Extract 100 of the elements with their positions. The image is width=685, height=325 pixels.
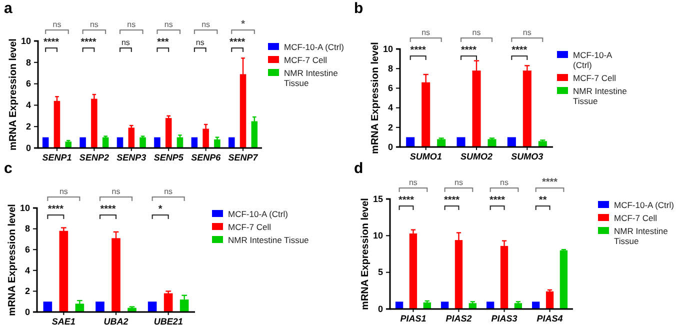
annotation: **** — [490, 195, 506, 206]
text: ns — [127, 20, 136, 29]
annotation: **** — [43, 37, 60, 48]
annotation: ** — [538, 195, 547, 206]
y-axis-title: mRNA Expression level — [360, 198, 371, 310]
y-axis-title: mRNA Expression level — [370, 42, 381, 154]
legend-label: MCF-10-A (Ctrl) — [573, 50, 613, 70]
legend-label: MCF-10-A (Ctrl) — [614, 200, 674, 210]
y-tick-label: 10 — [372, 230, 383, 241]
bar — [65, 142, 72, 148]
y-tick-label: 8 — [388, 63, 393, 74]
legend-label: MCF-7 Cell — [573, 73, 616, 83]
bar — [507, 137, 516, 147]
legend-label: MCF-7 Cell — [228, 222, 272, 232]
bar — [486, 302, 494, 309]
y-tick-label: 2 — [388, 122, 393, 132]
bar — [214, 139, 220, 148]
bar — [164, 293, 173, 312]
text: ns — [522, 28, 532, 37]
bar — [59, 230, 68, 312]
text: ns — [112, 187, 120, 196]
bar — [140, 137, 146, 148]
bar — [560, 250, 568, 309]
bar — [116, 137, 124, 148]
bar — [437, 139, 446, 147]
y-axis-title: mRNA Expression level — [7, 204, 18, 316]
annotation: **** — [444, 195, 460, 206]
bar — [546, 291, 554, 309]
annotation: **** — [398, 195, 414, 206]
annotation: ns — [196, 38, 204, 47]
text: * — [241, 19, 246, 30]
y-tick-label: 0 — [24, 306, 30, 317]
x-tick-label: PIAS3 — [491, 313, 518, 324]
bar — [202, 128, 209, 148]
annotation: ns — [121, 38, 130, 47]
bar — [395, 302, 404, 309]
bar — [532, 302, 540, 309]
x-tick-label: UBE21 — [154, 316, 183, 325]
annotation: **** — [512, 45, 528, 56]
bar — [154, 137, 160, 148]
chart-title: b — [354, 0, 364, 17]
text: ns — [454, 178, 463, 187]
y-tick-label: 2 — [26, 121, 31, 132]
annotation: *** — [157, 37, 169, 48]
x-tick-label: SENP7 — [228, 152, 259, 162]
bar — [128, 128, 135, 148]
annotation: **** — [48, 204, 64, 215]
legend-label: MCF-10-A (Ctrl) — [228, 209, 288, 219]
text: ns — [164, 187, 173, 196]
chart-title: a — [4, 0, 13, 17]
text: ns — [59, 187, 68, 196]
y-tick-label: 8 — [26, 57, 31, 68]
text: ns — [52, 20, 62, 29]
legend-label: MCF-7 Cell — [614, 213, 658, 223]
bar — [96, 302, 104, 312]
x-tick-label: PIAS1 — [400, 313, 426, 324]
y-tick-label: 10 — [382, 44, 393, 54]
bar — [80, 137, 86, 148]
bar — [191, 137, 198, 148]
y-tick-label: 4 — [388, 102, 393, 113]
annotation: * — [158, 204, 162, 215]
y-tick-label: 2 — [24, 286, 30, 296]
text: ns — [422, 28, 430, 37]
bar — [43, 302, 52, 312]
y-tick-label: 4 — [24, 265, 30, 276]
legend-label: MCF-10-A (Ctrl) — [284, 42, 344, 52]
bar — [228, 137, 235, 148]
y-tick-label: 6 — [388, 83, 393, 94]
x-tick-label: SENP2 — [79, 152, 109, 162]
bar — [538, 141, 547, 147]
legend-label: NMR Intestine Tissue — [228, 235, 310, 245]
annotation: **** — [230, 37, 246, 48]
y-tick-label: 4 — [26, 100, 31, 110]
bar — [148, 302, 157, 312]
text: ns — [408, 178, 418, 187]
y-tick-label: 0 — [388, 142, 393, 152]
x-tick-label: SUMO2 — [460, 151, 493, 162]
y-tick-label: 0 — [378, 304, 383, 314]
x-tick-label: SUMO3 — [511, 151, 544, 162]
bar — [500, 246, 508, 309]
legend-label: NMR Intestine Tissue — [573, 86, 628, 106]
bar — [456, 137, 466, 147]
text: ns — [472, 28, 481, 37]
x-tick-label: SENP6 — [191, 152, 222, 162]
y-tick-label: 5 — [378, 267, 383, 278]
x-tick-label: SENP3 — [116, 152, 146, 162]
y-tick-label: 10 — [20, 36, 31, 46]
text: ns — [202, 20, 210, 29]
y-tick-label: 8 — [24, 224, 30, 234]
bar — [409, 233, 418, 309]
text: ns — [164, 20, 173, 29]
x-tick-label: SAE1 — [52, 316, 76, 325]
annotation: **** — [80, 37, 96, 48]
legend-label: NMR Intestine Tissue — [614, 226, 668, 246]
y-tick-label: 10 — [20, 202, 30, 213]
bar — [522, 70, 532, 147]
bar — [165, 118, 172, 148]
x-tick-label: PIAS4 — [536, 313, 563, 324]
chart-title: d — [354, 160, 364, 177]
x-tick-label: PIAS2 — [446, 313, 472, 324]
